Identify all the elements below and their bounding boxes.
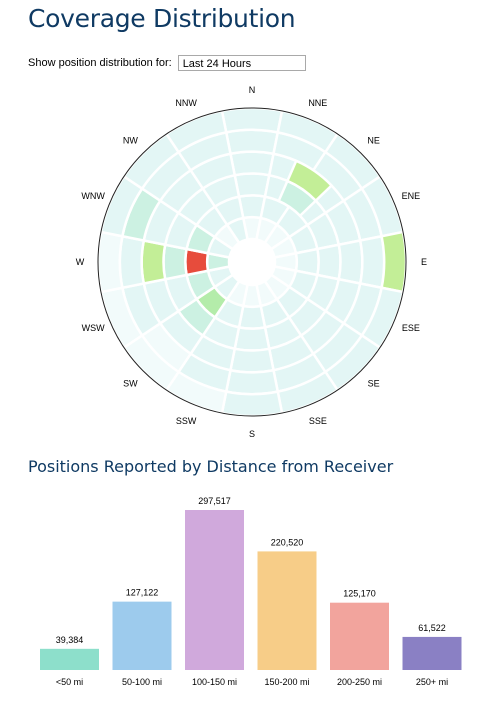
distance-bar-value-3: 297,517 — [198, 496, 231, 506]
polar-outline — [97, 107, 407, 417]
distance-bar-value-2: 127,122 — [126, 588, 159, 598]
coverage-sector-nne-highlight[interactable] — [285, 159, 334, 203]
direction-label-se: SE — [368, 379, 380, 389]
coverage-sector-w-ring-6[interactable] — [96, 230, 124, 294]
coverage-sector-n-ring-3[interactable] — [233, 172, 271, 199]
coverage-sector-w-ring-3[interactable] — [162, 243, 189, 281]
distance-bar-value-1: 39,384 — [56, 635, 84, 645]
direction-label-ssw: SSW — [176, 416, 197, 426]
distance-bar-1[interactable] — [40, 648, 99, 670]
distance-bar-category-3: 100-150 mi — [192, 677, 237, 687]
time-range-select[interactable]: Last 24 Hours — [177, 55, 306, 71]
coverage-sector-e-ring-5[interactable] — [358, 234, 386, 290]
direction-label-sw: SW — [123, 379, 138, 389]
distance-bar-2[interactable] — [112, 601, 172, 670]
direction-label-sse: SSE — [309, 416, 327, 426]
distance-bar-value-5: 125,170 — [343, 589, 376, 599]
direction-label-nne: NNE — [308, 98, 327, 108]
coverage-sector-e-ring-6[interactable] — [380, 230, 408, 294]
polar-center — [229, 239, 275, 285]
distance-bar-category-5: 200-250 mi — [337, 677, 382, 687]
coverage-sector-s-ring-5[interactable] — [224, 368, 280, 396]
distance-bar-chart: 39,384 <50 mi 127,122 50-100 mi 297,517 100-1… — [40, 496, 462, 687]
distance-bar-4[interactable] — [257, 551, 317, 670]
distance-bar-category-2: 50-100 mi — [122, 677, 162, 687]
coverage-sector-s-ring-6[interactable] — [220, 390, 284, 418]
time-range-label: Show position distribution for: — [28, 57, 172, 69]
direction-label-wsw: WSW — [82, 323, 105, 333]
coverage-sector-s-ring-4[interactable] — [229, 347, 275, 374]
coverage-sector-w-ring-4[interactable] — [140, 239, 167, 285]
direction-label-ese: ESE — [402, 323, 420, 333]
distance-bar-6[interactable] — [402, 636, 462, 670]
coverage-sector-n-ring-5[interactable] — [224, 128, 280, 156]
distance-bar-value-4: 220,520 — [271, 537, 304, 547]
direction-label-ene: ENE — [402, 191, 421, 201]
distance-bar-value-6: 61,522 — [418, 623, 446, 633]
distance-chart-title: Positions Reported by Distance from Rece… — [28, 457, 394, 476]
distance-bar-3[interactable] — [185, 510, 244, 670]
direction-label-n: N — [249, 85, 256, 95]
distance-bar-5[interactable] — [330, 602, 389, 670]
direction-label-nw: NW — [123, 135, 138, 145]
direction-label-w: W — [76, 257, 85, 267]
coverage-polar-chart: N NNE NE ENE E ESE SE SSE S SSW SW WSW W WNW NW NNW — [76, 85, 427, 439]
distance-bar-category-1: <50 mi — [56, 677, 83, 687]
distance-bar-category-6: 250+ mi — [416, 677, 448, 687]
coverage-sector-n-ring-4[interactable] — [229, 150, 275, 177]
coverage-sector-w-ring-5[interactable] — [118, 234, 146, 290]
direction-label-nnw: NNW — [175, 98, 197, 108]
direction-label-ne: NE — [367, 135, 380, 145]
time-range-row: Show position distribution for: Last 24 … — [28, 54, 306, 72]
direction-label-wnw: WNW — [81, 191, 105, 201]
page-title: Coverage Distribution — [28, 4, 296, 33]
coverage-sector-n-ring-6[interactable] — [220, 106, 284, 134]
direction-label-s: S — [249, 429, 255, 439]
coverage-sector-e-ring-3[interactable] — [315, 243, 342, 281]
direction-label-e: E — [421, 257, 427, 267]
coverage-sector-s-ring-3[interactable] — [233, 325, 271, 352]
distance-bar-category-4: 150-200 mi — [264, 677, 309, 687]
coverage-sector-e-ring-4[interactable] — [337, 239, 364, 285]
